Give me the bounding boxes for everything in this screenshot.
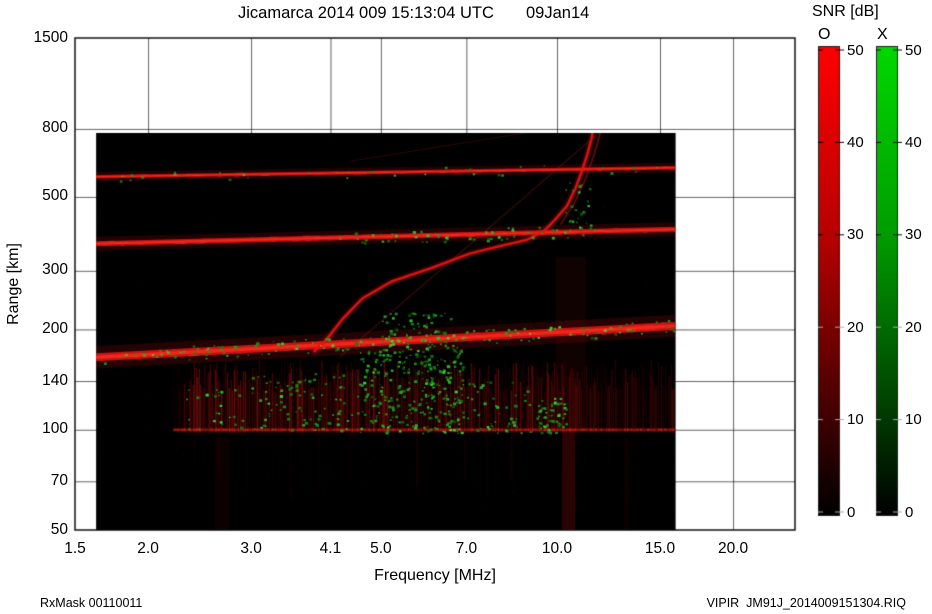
y-tick-label: 500 [42,187,68,205]
footer-filename: VIPIR JM91J_2014009151304.RIQ [706,596,906,610]
x-tick-label: 7.0 [455,540,478,557]
colorbar-tick-label: 50 [905,41,922,59]
colorbar-tick-label: 40 [847,133,864,151]
colorbar-o-label: O [818,26,831,43]
colorbar-tick-label: 0 [847,503,856,521]
colorbar-tick-label: 20 [905,318,922,336]
colorbar-tick-label: 10 [905,411,922,429]
colorbar-tick-label: 50 [847,41,864,59]
x-tick-label: 3.0 [240,540,262,557]
colorbar-tick-label: 20 [847,318,864,336]
y-tick-label: 800 [42,119,68,137]
y-tick-label: 200 [42,319,68,337]
x-tick-label: 15.0 [644,540,676,557]
page-title: Jicamarca 2014 009 15:13:04 UTC 09Jan14 [238,4,590,22]
colorbar-tick-label: 40 [905,133,922,151]
x-tick-label: 4.1 [319,540,342,557]
x-tick-label: 20.0 [717,540,749,557]
x-tick-label: 2.0 [137,540,159,557]
colorbar-tick-label: 0 [905,503,914,521]
y-tick-label: 100 [42,420,68,438]
y-tick-label: 70 [50,471,68,489]
colorbar-x-label: X [877,26,888,43]
x-tick-label: 5.0 [370,540,392,557]
y-tick-label: 300 [42,261,68,279]
x-tick-label: 10.0 [541,540,573,557]
y-tick-label: 1500 [33,28,68,46]
colorbar-title: SNR [dB] [812,3,879,20]
y-axis-title: Range [km] [5,243,22,325]
footer-rxmask: RxMask 00110011 [40,596,143,610]
x-axis-title: Frequency [MHz] [374,567,496,584]
colorbar-tick-label: 30 [905,226,922,244]
x-tick-label: 1.5 [64,540,86,557]
colorbar-tick-label: 10 [847,411,864,429]
y-tick-label: 50 [50,520,68,538]
y-tick-label: 140 [42,371,68,389]
colorbar-tick-label: 30 [847,226,864,244]
